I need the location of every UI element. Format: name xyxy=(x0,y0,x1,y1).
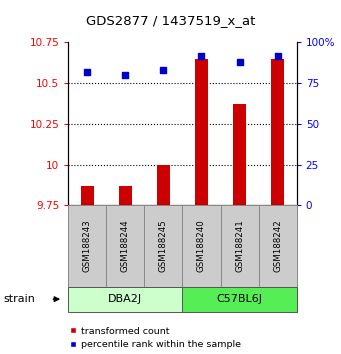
Legend: transformed count, percentile rank within the sample: transformed count, percentile rank withi… xyxy=(70,326,241,349)
Bar xyxy=(119,186,132,205)
Bar xyxy=(157,165,170,205)
Point xyxy=(161,67,166,73)
Point xyxy=(237,59,242,65)
Bar xyxy=(271,59,284,205)
Text: GSM188245: GSM188245 xyxy=(159,219,168,273)
Point xyxy=(85,69,90,75)
Text: GSM188241: GSM188241 xyxy=(235,219,244,273)
Text: GSM188242: GSM188242 xyxy=(273,219,282,273)
Point xyxy=(123,72,128,78)
Bar xyxy=(233,103,246,205)
Text: GSM188240: GSM188240 xyxy=(197,219,206,273)
Text: C57BL6J: C57BL6J xyxy=(217,294,263,304)
Text: GSM188244: GSM188244 xyxy=(121,219,130,273)
Text: GDS2877 / 1437519_x_at: GDS2877 / 1437519_x_at xyxy=(86,14,255,27)
Bar xyxy=(221,205,258,287)
Bar xyxy=(195,59,208,205)
Point xyxy=(199,53,204,58)
Bar xyxy=(144,205,182,287)
Bar xyxy=(182,205,221,287)
Bar xyxy=(182,287,297,312)
Text: GSM188243: GSM188243 xyxy=(83,219,92,273)
Text: DBA2J: DBA2J xyxy=(108,294,143,304)
Bar xyxy=(106,205,144,287)
Bar xyxy=(68,287,182,312)
Point xyxy=(275,53,280,58)
Bar xyxy=(80,186,94,205)
Bar xyxy=(258,205,297,287)
Text: strain: strain xyxy=(3,294,35,304)
Bar xyxy=(68,205,106,287)
